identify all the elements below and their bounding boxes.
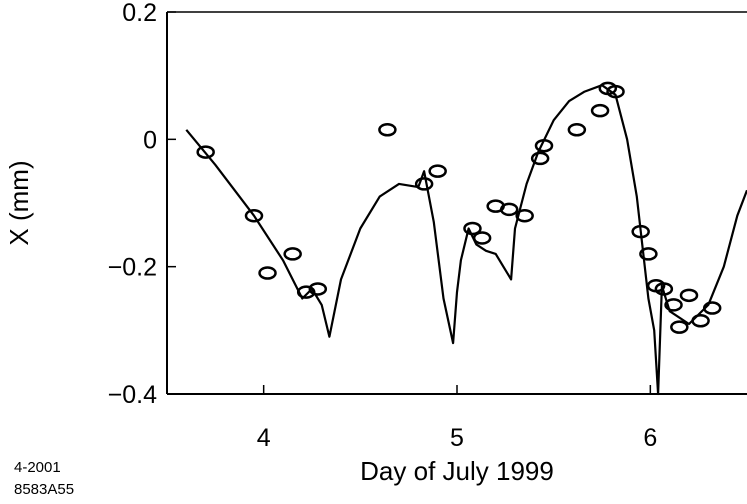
data-point xyxy=(654,282,674,296)
data-point xyxy=(567,123,587,137)
data-point xyxy=(283,247,302,261)
data-point xyxy=(631,224,650,239)
y-tick-label: 0.2 xyxy=(122,0,157,27)
data-point xyxy=(296,285,316,299)
y-tick-label: 0 xyxy=(143,126,157,154)
axis-tick-labels: 4 5 6 −0.4 −0.2 0 0.2 xyxy=(108,0,658,452)
data-point xyxy=(534,138,554,153)
axis-ticks xyxy=(167,11,652,395)
data-point xyxy=(670,320,689,334)
data-point xyxy=(691,314,710,328)
footer-date-code: 4-2001 xyxy=(14,459,61,476)
data-point xyxy=(244,208,264,223)
data-point xyxy=(679,288,699,303)
data-point xyxy=(414,177,434,191)
data-point xyxy=(428,164,447,178)
y-axis-title: X (mm) xyxy=(4,160,34,245)
series-lines xyxy=(185,84,747,396)
x-tick-label: 6 xyxy=(643,424,657,452)
x-tick-label: 5 xyxy=(450,424,464,452)
data-point xyxy=(196,145,215,159)
data-point xyxy=(515,208,534,223)
data-point xyxy=(258,266,277,280)
data-point xyxy=(702,301,722,315)
x-tick-label: 4 xyxy=(257,424,271,452)
series-points xyxy=(196,81,722,334)
data-point xyxy=(639,247,658,261)
data-point xyxy=(530,151,550,166)
footer-figure-code: 8583A55 xyxy=(14,481,74,498)
y-tick-label: −0.4 xyxy=(108,381,157,409)
data-point xyxy=(378,123,397,137)
series-line-0 xyxy=(185,84,747,396)
data-point xyxy=(590,103,610,118)
data-point xyxy=(499,202,519,217)
data-point xyxy=(664,298,683,312)
y-tick-label: −0.2 xyxy=(108,254,157,282)
data-point xyxy=(472,231,492,245)
data-point xyxy=(463,221,482,236)
x-axis-title: Day of July 1999 xyxy=(360,456,554,486)
data-point xyxy=(308,282,328,296)
data-point xyxy=(606,84,625,99)
